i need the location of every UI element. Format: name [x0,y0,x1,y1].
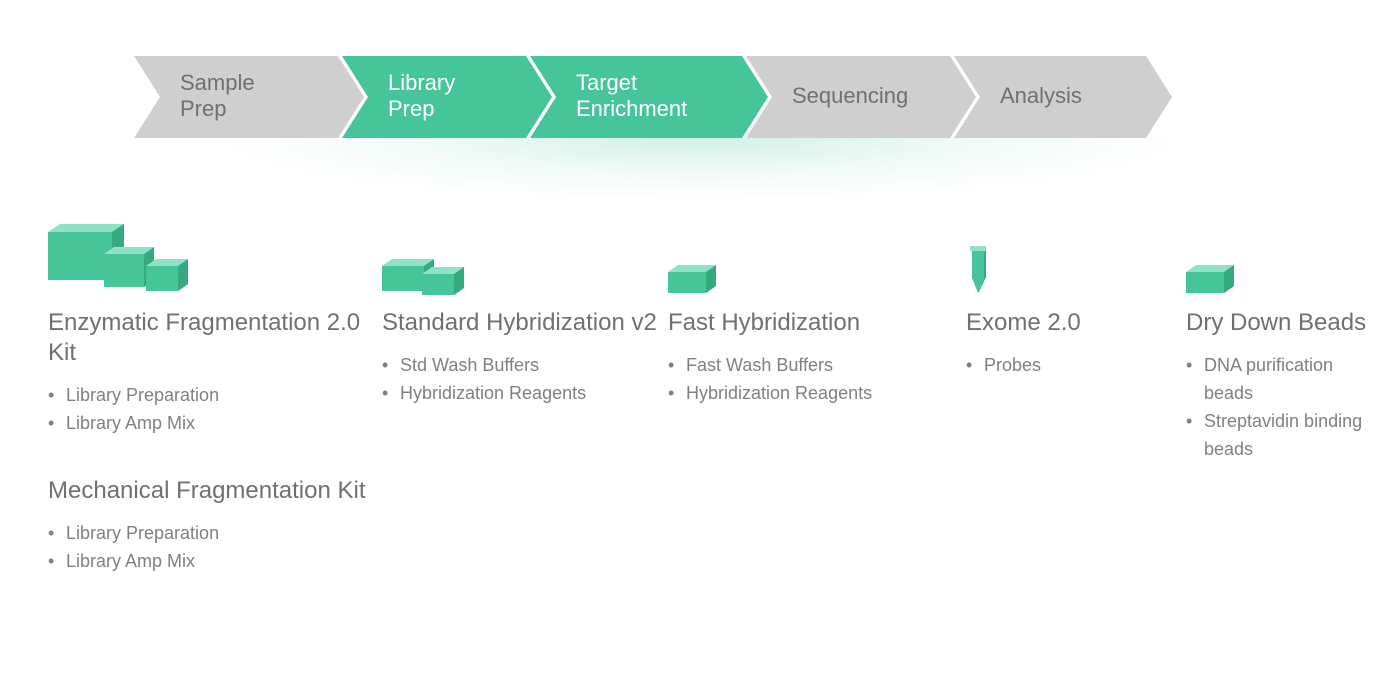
list-item: DNA purification beads [1186,352,1378,408]
box1-icon [1186,210,1378,296]
product-title: Mechanical Fragmentation Kit [48,476,382,506]
list-item: Library Amp Mix [48,410,382,438]
workflow-step-label: Sequencing [792,83,908,109]
list-item: Hybridization Reagents [668,380,966,408]
product-title: Exome 2.0 [966,308,1186,338]
product-items: Fast Wash Buffers Hybridization Reagents [668,352,966,408]
list-item: Std Wash Buffers [382,352,668,380]
workflow-step-label: Analysis [1000,83,1082,109]
workflow-step-label: Target Enrichment [576,70,687,123]
product-items: Std Wash Buffers Hybridization Reagents [382,352,668,408]
product-items: Library Preparation Library Amp Mix [48,382,382,438]
product-columns: Enzymatic Fragmentation 2.0 Kit Library … [48,210,1378,602]
product-title: Fast Hybridization [668,308,966,338]
boxes3-icon [48,210,382,296]
product-items: DNA purification beads Streptavidin bind… [1186,352,1378,464]
list-item: Hybridization Reagents [382,380,668,408]
product-col-dry-down: Dry Down Beads DNA purification beads St… [1186,210,1378,602]
product-col-exome: Exome 2.0 Probes [966,210,1186,602]
product-items: Probes [966,352,1186,380]
workflow-chevrons: Sample Prep Library Prep Target Enrichme… [134,56,1184,138]
workflow-step-sample-prep: Sample Prep [134,56,364,138]
list-item: Fast Wash Buffers [668,352,966,380]
workflow-step-sequencing: Sequencing [746,56,976,138]
tube-icon [966,210,1186,296]
product-title: Enzymatic Fragmentation 2.0 Kit [48,308,382,368]
list-item: Library Preparation [48,520,382,548]
product-col-standard-hyb: Standard Hybridization v2 Std Wash Buffe… [382,210,668,602]
boxes2-icon [382,210,668,296]
workflow-step-analysis: Analysis [954,56,1172,138]
list-item: Library Amp Mix [48,548,382,576]
product-items: Library Preparation Library Amp Mix [48,520,382,576]
list-item: Streptavidin binding beads [1186,408,1378,464]
workflow-step-label: Library Prep [388,70,455,123]
list-item: Probes [966,352,1186,380]
box1-icon [668,210,966,296]
workflow-step-label: Sample Prep [180,70,255,123]
list-item: Library Preparation [48,382,382,410]
product-col-fast-hyb: Fast Hybridization Fast Wash Buffers Hyb… [668,210,966,602]
product-title: Standard Hybridization v2 [382,308,668,338]
workflow-step-library-prep: Library Prep [342,56,552,138]
workflow-step-target-enrichment: Target Enrichment [530,56,768,138]
product-title: Dry Down Beads [1186,308,1378,338]
product-col-enzymatic: Enzymatic Fragmentation 2.0 Kit Library … [48,210,382,602]
